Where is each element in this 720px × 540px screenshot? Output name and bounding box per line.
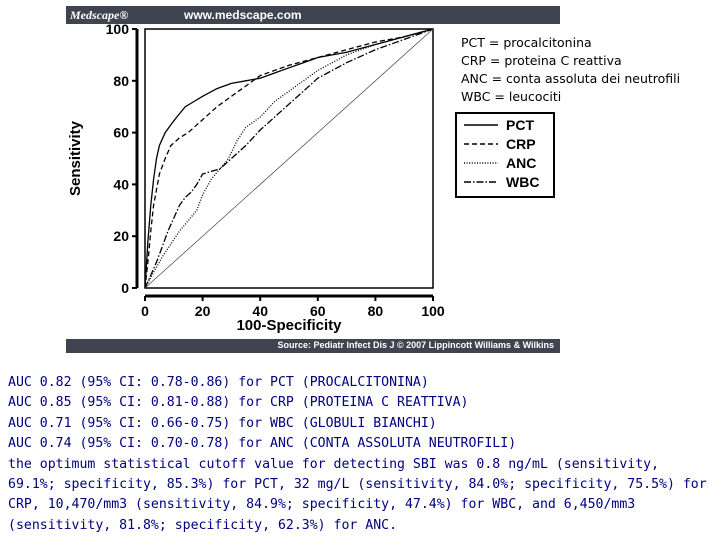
- note-auc-crp: AUC 0.85 (95% CI: 0.81-0.88) for CRP (PR…: [8, 395, 469, 411]
- y-tick-label-100: 100: [106, 21, 130, 37]
- note-auc-pct: AUC 0.82 (95% CI: 0.78-0.86) for PCT (PR…: [8, 375, 429, 390]
- y-tick-label-80: 80: [113, 73, 129, 89]
- roc-figure: 0 20 40 60 80 100 0 20 40 60 80 100 100-Specificity S…: [66, 6, 560, 353]
- y-axis-title: Sensitivity: [67, 120, 84, 196]
- x-tick-label-100: 100: [421, 303, 445, 319]
- y-tick-label-0: 0: [121, 280, 129, 296]
- definition-anc: ANC = conta assoluta dei neutrofili: [461, 71, 681, 86]
- abbreviation-definitions: PCT = procalcitonina CRP = proteina C re…: [461, 34, 680, 106]
- note-cutoff-values: the optimum statistical cutoff value for…: [8, 456, 707, 533]
- definition-pct: PCT = procalcitonina: [461, 35, 592, 50]
- x-tick-label-40: 40: [252, 303, 268, 319]
- x-tick-label-0: 0: [141, 303, 149, 319]
- series-line-reference: [144, 28, 434, 289]
- definition-crp: CRP = proteina C reattiva: [461, 53, 622, 68]
- roc-chart: 0 20 40 60 80 100 0 20 40 60 80 100 100-Specificity S…: [67, 21, 555, 334]
- plot-frame: [144, 28, 434, 289]
- definition-wbc: WBC = leucociti: [461, 89, 562, 104]
- legend-label-anc: ANC: [506, 155, 536, 171]
- series-line-wbc: [144, 28, 434, 289]
- series-line-anc: [144, 28, 434, 289]
- medscape-logo: Medscape®: [70, 8, 129, 22]
- note-auc-anc: AUC 0.74 (95% CI: 0.70-0.78) for ANC (CO…: [8, 436, 517, 452]
- source-text: Source: Pediatr Infect Dis J © 2007 Lipp…: [277, 340, 554, 350]
- y-tick-label-40: 40: [113, 176, 129, 192]
- auc-notes: AUC 0.82 (95% CI: 0.78-0.86) for PCT (PR…: [8, 373, 712, 536]
- legend-label-crp: CRP: [506, 136, 536, 152]
- y-tick-label-60: 60: [113, 125, 129, 141]
- note-auc-wbc: AUC 0.71 (95% CI: 0.66-0.75) for WBC (GL…: [8, 415, 437, 431]
- legend-box: [455, 112, 555, 198]
- legend-label-wbc: WBC: [506, 174, 539, 190]
- x-tick-label-80: 80: [368, 303, 384, 319]
- y-tick-label-20: 20: [113, 228, 129, 244]
- medscape-header-banner: Medscape® www.medscape.com: [66, 6, 560, 24]
- x-axis-title: 100-Specificity: [236, 317, 342, 334]
- series-line-crp: [144, 28, 434, 289]
- x-tick-label-20: 20: [195, 303, 211, 319]
- x-tick-label-60: 60: [310, 303, 326, 319]
- source-banner: Source: Pediatr Infect Dis J © 2007 Lipp…: [66, 339, 560, 353]
- legend-label-pct: PCT: [506, 117, 534, 133]
- medscape-url: www.medscape.com: [184, 8, 302, 22]
